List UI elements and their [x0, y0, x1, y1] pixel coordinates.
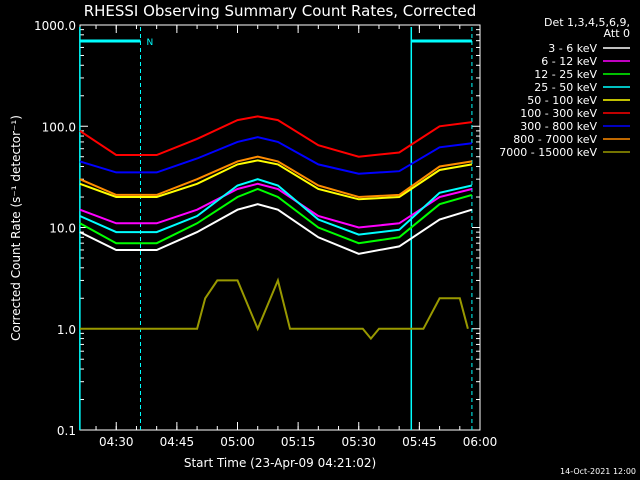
legend-entry-label: 7000 - 15000 keV: [499, 146, 597, 159]
series-line: [79, 136, 473, 175]
legend-entry-label: 100 - 300 keV: [520, 107, 597, 120]
legend-entry-label: 6 - 12 keV: [541, 55, 597, 68]
y-tick-label: 1.0: [57, 323, 76, 337]
series-line: [79, 182, 473, 229]
y-tick-label: 1000.0: [34, 19, 76, 33]
y-axis-ticks: 1000.0 100.0 10.0 1.0 0.1: [34, 19, 480, 438]
y-tick-label: 10.0: [49, 222, 76, 236]
y-tick-label: 100.0: [42, 120, 76, 134]
series-line: [79, 115, 473, 158]
legend-entry-label: 12 - 25 keV: [534, 68, 597, 81]
data-series: [79, 115, 473, 341]
legend-entry-label: 50 - 100 keV: [527, 94, 597, 107]
series-line: [79, 155, 473, 199]
x-tick-label: 05:30: [341, 435, 376, 449]
x-tick-label: 05:15: [281, 435, 316, 449]
x-tick-label: 05:00: [220, 435, 255, 449]
generated-timestamp: 14-Oct-2021 12:00: [560, 467, 636, 476]
series-line: [79, 178, 473, 236]
series-line: [79, 159, 473, 201]
observation-markers: N: [79, 27, 473, 430]
legend-entry-label: 25 - 50 keV: [534, 81, 597, 94]
y-tick-label: 0.1: [57, 424, 76, 438]
series-line: [79, 203, 473, 255]
x-axis-label: Start Time (23-Apr-09 04:21:02): [184, 456, 376, 470]
annotation-label: N: [146, 38, 153, 48]
legend-entry-label: 3 - 6 keV: [548, 42, 597, 55]
series-line: [79, 187, 473, 245]
x-tick-label: 05:45: [402, 435, 437, 449]
x-tick-label: 04:30: [99, 435, 134, 449]
x-tick-label: 06:00: [463, 435, 498, 449]
legend-entry-label: 300 - 800 keV: [520, 120, 597, 133]
legend-header-line-2: Att 0: [604, 27, 630, 40]
legend-entry-label: 800 - 7000 keV: [513, 133, 597, 146]
x-tick-label: 04:45: [160, 435, 195, 449]
legend-header-line-1: Det 1,3,4,5,6,9,: [544, 16, 630, 29]
y-axis-label: Corrected Count Rate (s⁻¹ detector⁻¹): [9, 115, 23, 341]
x-axis-ticks: 04:30 04:45 05:00 05:15 05:30 05:45 06:00: [95, 25, 498, 449]
series-line: [79, 277, 469, 341]
chart-title: RHESSI Observing Summary Count Rates, Co…: [84, 2, 477, 20]
